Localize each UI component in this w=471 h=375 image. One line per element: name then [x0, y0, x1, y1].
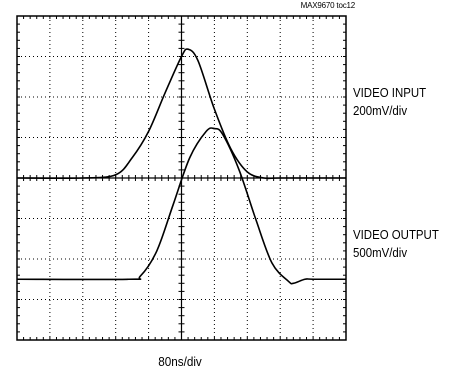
input-name: VIDEO INPUT — [353, 85, 427, 100]
figure-id: MAX9670 toc12 — [300, 1, 356, 10]
output-channel-label: VIDEO OUTPUT 500mV/div — [353, 226, 439, 262]
input-channel-label: VIDEO INPUT 200mV/div — [353, 84, 426, 120]
video-output-trace — [16, 127, 346, 285]
video-input-trace — [16, 48, 346, 180]
output-scale: 500mV/div — [353, 245, 408, 260]
input-scale: 200mV/div — [353, 103, 408, 118]
output-name: VIDEO OUTPUT — [353, 227, 439, 242]
time-scale-label: 80ns/div — [158, 354, 202, 369]
